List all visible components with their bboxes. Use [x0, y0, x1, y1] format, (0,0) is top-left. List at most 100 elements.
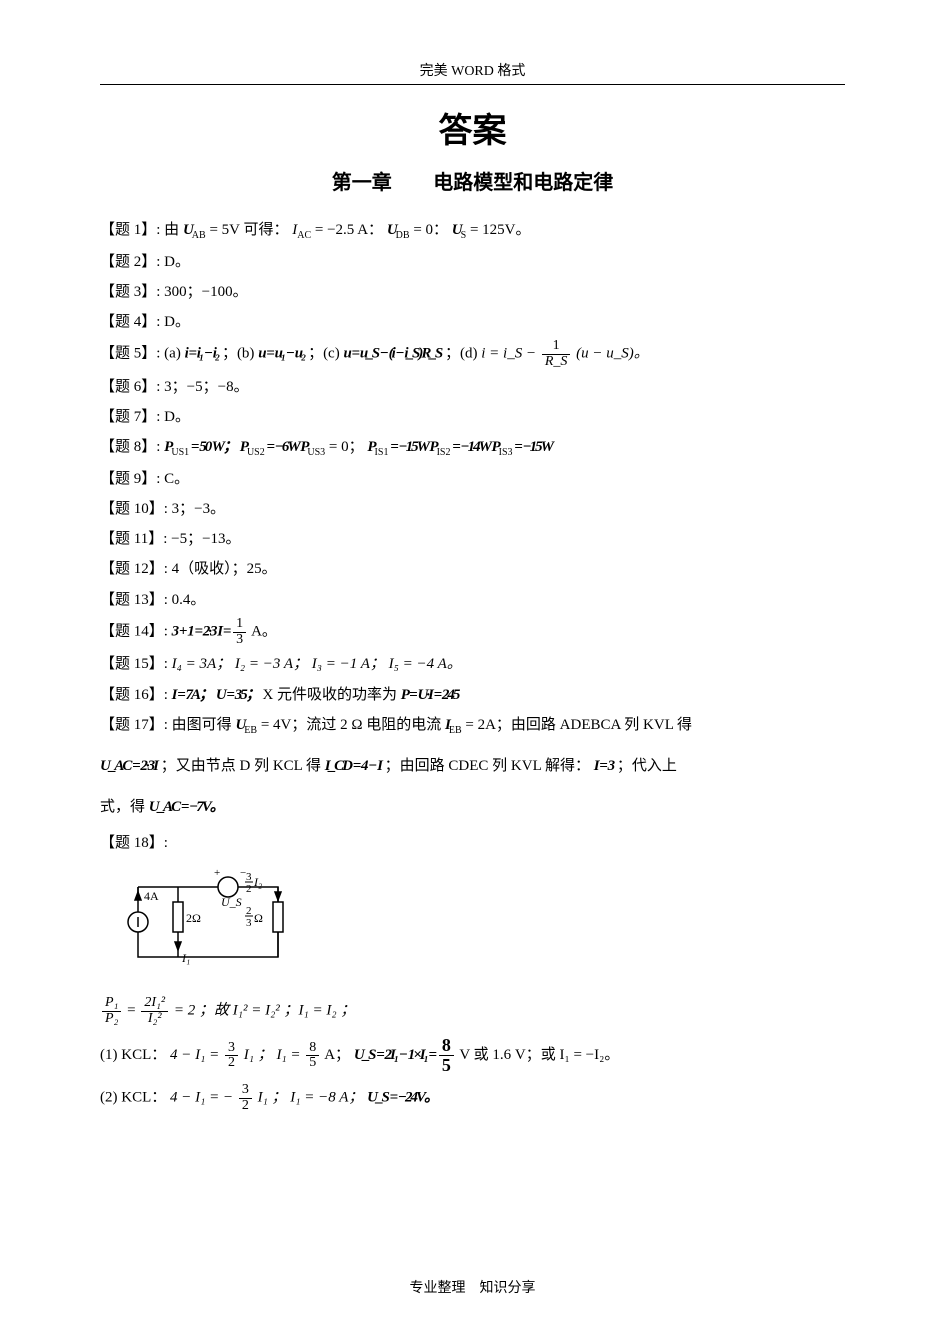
kcl1-f3: 85	[439, 1036, 454, 1075]
q15-e3: I₃ = −1 A；	[312, 656, 385, 672]
kcl1-e1d: 2	[225, 1056, 238, 1071]
kcl1-f1: 32	[225, 1041, 238, 1071]
q1-text: 由	[164, 222, 179, 238]
page-header: 完美 WORD 格式	[100, 60, 845, 85]
q17a-v2: = 2A；由回路 ADEBCA 列 KVL 得	[465, 717, 692, 733]
kcl1-e2-pre: I₁ =	[276, 1047, 304, 1063]
q5-ec: u = u_S − (i − i_S)R_S	[343, 346, 441, 362]
kcl2-f1: 32	[239, 1083, 252, 1113]
q10-ans: 3；−3。	[168, 501, 225, 517]
q8-p4: P	[367, 439, 374, 455]
q1-udb-sub: DB	[396, 230, 410, 241]
circuit-diagram: 4A 2Ω I₁ + U_S − 3 2 I₂ 2 3 Ω	[118, 862, 845, 982]
q15-e4: I₅ = −4 A。	[389, 656, 462, 672]
question-13: 【题 13】: 0.4。	[100, 587, 845, 613]
q3-ans: 300；−100。	[160, 284, 247, 300]
kcl1-e1n: 3	[225, 1041, 238, 1057]
q1-t2: = 5V 可得：	[209, 222, 288, 238]
q8-s4: IS1	[375, 447, 389, 458]
kcl1-label: (1) KCL：	[100, 1047, 166, 1063]
ratio-equation: P₁ P₂ = 2I₁² I₂² = 2 ；故 I₁² = I₂² ；I₁ = …	[100, 996, 845, 1026]
chapter-heading: 第一章 电路模型和电路定律	[100, 166, 845, 195]
q13-label: 【题 13】:	[100, 592, 168, 608]
question-10: 【题 10】: 3；−3。	[100, 496, 845, 522]
q17a-label: 【题 17】:	[100, 717, 168, 733]
q1-iac-sub: AC	[297, 230, 311, 241]
q1-udb: U	[387, 222, 396, 238]
q1-us-v: = 125V。	[466, 222, 530, 238]
q8-v5: = −14W	[450, 439, 491, 455]
q16-c: P = U·I = 245	[401, 687, 459, 703]
question-18: 【题 18】:	[100, 830, 845, 856]
q17b-e1: U_AC = 2·3I	[100, 758, 157, 774]
q17b-t1: ；又由节点 D 列 KCL 得	[161, 758, 325, 774]
q14-post: A。	[251, 624, 277, 640]
kcl1-e3n: 8	[439, 1036, 454, 1056]
q8-s6: IS3	[499, 447, 513, 458]
q5-ed-post: (u − u_S)。	[576, 346, 649, 362]
circuit-plus: +	[214, 867, 220, 879]
kcl2-e1-post: I₁ ；	[258, 1090, 287, 1106]
q8-p2: P	[240, 439, 247, 455]
question-11: 【题 11】: −5；−13。	[100, 526, 845, 552]
q17b-t2: ；由回路 CDEC 列 KVL 解得：	[385, 758, 590, 774]
kcl1-e2n: 8	[306, 1041, 319, 1057]
q16-a: I = 7A；	[172, 687, 212, 703]
q8-s3: US3	[307, 447, 325, 458]
q1-uab: U	[183, 222, 192, 238]
q17a-v1: = 4V；流过 2 Ω 电阻的电流	[261, 717, 445, 733]
q5-ea: i = i₁ − i₂	[185, 346, 219, 362]
q17b-e2: I_CD = 4 − I	[325, 758, 381, 774]
q8-s1: US1	[171, 447, 189, 458]
question-9: 【题 9】: C。	[100, 466, 845, 492]
q8-v2: = −6W	[265, 439, 300, 455]
q8-v4: = −15W	[388, 439, 429, 455]
kcl1-e3-pre: U_S = 2I₁ − 1×I₁ =	[354, 1047, 437, 1063]
ratio-ln: P₁	[102, 996, 121, 1012]
kcl1-e2d: 5	[306, 1056, 319, 1071]
q5-frac: 1R_S	[542, 339, 571, 369]
circuit-r2-n: 2	[246, 905, 252, 917]
q14-num: 1	[233, 617, 246, 633]
q13-ans: 0.4。	[168, 592, 206, 608]
kcl2-e1-pre: 4 − I₁ = −	[170, 1090, 233, 1106]
q18-label: 【题 18】:	[100, 835, 168, 851]
circuit-r2-d: 3	[246, 917, 252, 929]
q17b-e3: I = 3	[594, 758, 613, 774]
q8-s5: IS2	[437, 447, 451, 458]
q3-label: 【题 3】:	[100, 284, 160, 300]
q17a-is: EB	[449, 725, 462, 736]
q1-iac-v: = −2.5 A：	[311, 222, 383, 238]
q17a-u: U	[235, 717, 244, 733]
q17c-e1: U_AC = −7V。	[149, 799, 223, 815]
q8-s2: US2	[247, 447, 265, 458]
q14-pre: 3 + 1 = 2·3 I =	[172, 624, 231, 640]
question-17c: 式，得 U_AC = −7V。	[100, 794, 845, 820]
question-7: 【题 7】: D。	[100, 404, 845, 430]
circuit-us: U_S	[221, 895, 242, 909]
q2-label: 【题 2】:	[100, 254, 160, 270]
q12-label: 【题 12】:	[100, 561, 168, 577]
q17b-t3: ；代入上	[617, 758, 677, 774]
circuit-r1: 2Ω	[186, 911, 201, 925]
kcl1-e3-post: V 或 1.6 V；或 I₁ = −I₂。	[459, 1047, 619, 1063]
ratio-ld: P₂	[102, 1012, 121, 1027]
q5-eb: u = u₁ − u₂	[258, 346, 304, 362]
kcl2-e1n: 3	[239, 1083, 252, 1099]
question-1: 【题 1】: 由 UAB = 5V 可得： IAC = −2.5 A： UDB …	[100, 217, 845, 245]
q10-label: 【题 10】:	[100, 501, 168, 517]
q8-p6: P	[491, 439, 498, 455]
ratio-rest: = 2 ；故 I₁² = I₂² ；I₁ = I₂ ；	[174, 1003, 355, 1019]
q14-frac: 13	[233, 617, 246, 647]
q1-uab-sub: AB	[192, 230, 206, 241]
q11-ans: −5；−13。	[167, 531, 240, 547]
q8-v3: = 0；	[325, 439, 363, 455]
q16-b: U = 35；	[216, 687, 259, 703]
q15-e1: I₄ = 3A；	[172, 656, 232, 672]
q17a-us: EB	[244, 725, 257, 736]
circuit-4a: 4A	[144, 889, 159, 903]
ratio-left: P₁ P₂	[102, 996, 121, 1026]
ratio-rn: 2I₁²	[141, 996, 168, 1012]
q16-mid: X 元件吸收的功率为	[262, 687, 400, 703]
q4-label: 【题 4】:	[100, 314, 160, 330]
